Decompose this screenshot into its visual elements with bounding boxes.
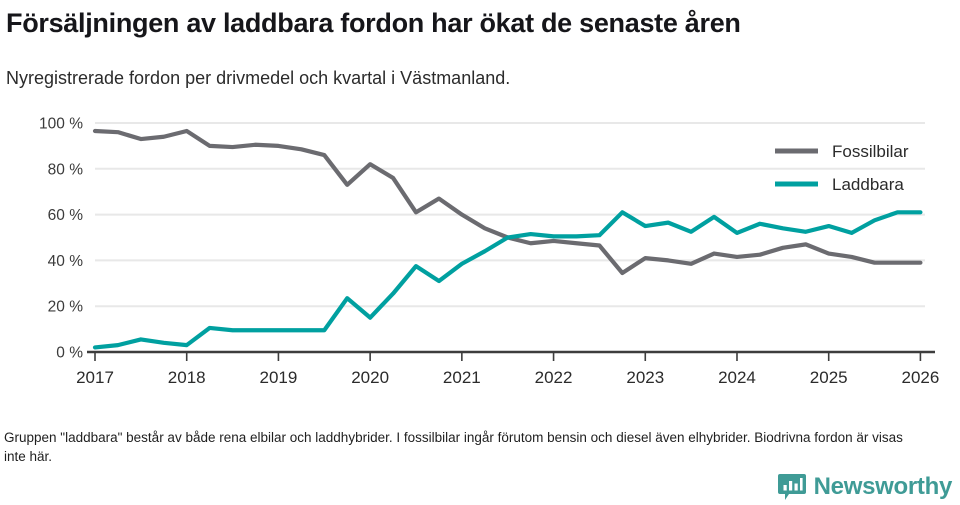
x-axis-tick-label: 2019 — [260, 368, 298, 387]
y-axis-tick-labels: 0 % 20 % 40 % 60 % 80 % 100 % — [39, 116, 83, 362]
page-title: Försäljningen av laddbara fordon har öka… — [6, 8, 741, 38]
x-axis-tick-label: 2017 — [76, 368, 114, 387]
x-axis — [87, 350, 935, 361]
x-axis-tick-label: 2018 — [168, 368, 206, 387]
y-axis-tick-label: 0 % — [56, 345, 83, 362]
x-axis-tick-label: 2021 — [443, 368, 481, 387]
x-axis-tick-label: 2024 — [718, 368, 756, 387]
chart-legend: Fossilbilar Laddbara — [775, 142, 909, 194]
line-chart: 0 % 20 % 40 % 60 % 80 % 100 % 2017 2018 2019 202… — [39, 116, 939, 388]
gridlines — [95, 122, 925, 308]
x-axis-tick-label: 2025 — [810, 368, 848, 387]
series-line-laddbara — [92, 210, 923, 350]
chart-plot-area: 0 % 20 % 40 % 60 % 80 % 100 % 2017 2018 2019 202… — [0, 108, 960, 408]
x-axis-tick-labels: 2017 2018 2019 2020 2021 2022 2023 2024 2025 2026 — [76, 368, 939, 387]
y-axis-tick-label: 60 % — [48, 207, 84, 224]
logo-wordmark: Newsworthy — [813, 473, 953, 500]
x-axis-tick-label: 2026 — [902, 368, 940, 387]
legend-label-laddbara: Laddbara — [832, 175, 904, 194]
chart-subtitle: Nyregistrerade fordon per drivmedel och … — [6, 68, 511, 88]
x-axis-tick-label: 2020 — [351, 368, 389, 387]
y-axis-tick-label: 40 % — [48, 253, 84, 270]
y-axis-tick-label: 100 % — [39, 116, 83, 133]
bar-chart-speech-bubble-icon — [777, 474, 806, 500]
data-series-group — [92, 128, 923, 350]
y-axis-tick-label: 20 % — [48, 299, 84, 316]
chart-footnote: Gruppen "laddbara" består av både rena e… — [4, 430, 903, 464]
y-axis-tick-label: 80 % — [48, 161, 84, 178]
legend-label-fossilbilar: Fossilbilar — [832, 142, 909, 161]
x-axis-tick-label: 2022 — [535, 368, 573, 387]
x-axis-tick-label: 2023 — [626, 368, 664, 387]
newsworthy-logo[interactable]: Newsworthy — [777, 472, 952, 502]
